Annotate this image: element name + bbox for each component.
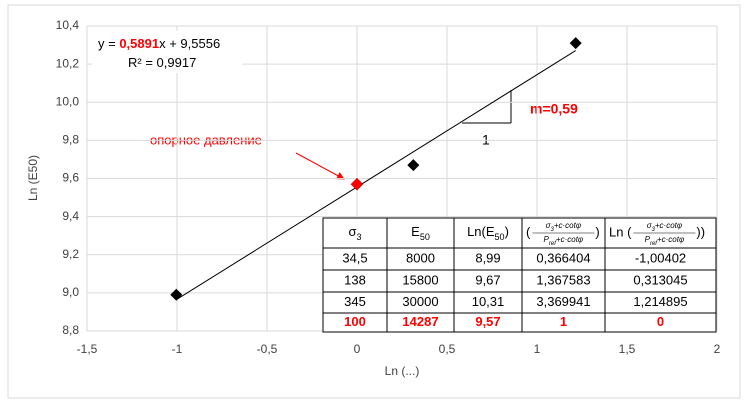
fraction-denominator: Pref+c·cotφ xyxy=(544,235,584,246)
table-cell: 9,67 xyxy=(475,272,500,287)
table-cell: 1,214895 xyxy=(633,294,687,309)
table-cell: 0,366404 xyxy=(536,250,590,265)
table-header: σ3 xyxy=(348,224,361,242)
text-sub: ref xyxy=(549,241,557,247)
text-part: σ xyxy=(647,221,653,230)
point xyxy=(569,37,582,50)
table-cell: 3,369941 xyxy=(536,294,590,309)
trendline-equation: y = 0,5891x + 9,5556 xyxy=(98,36,220,51)
x-axis-title: Ln (...) xyxy=(385,364,420,378)
text-part: Ln(E xyxy=(467,224,495,239)
table-cell: 10,31 xyxy=(472,294,505,309)
fraction-numerator: σ3+c·cotφ xyxy=(546,221,581,232)
text-sub: 50 xyxy=(420,232,430,242)
text-sub: 3 xyxy=(652,227,656,233)
y-tick-label: 9,8 xyxy=(62,133,79,147)
y-tick-label: 9,6 xyxy=(62,171,79,185)
table-cell: 14287 xyxy=(402,314,438,329)
y-tick-label: 9,0 xyxy=(62,285,79,299)
slope-run-label: 1 xyxy=(482,132,490,148)
y-tick-label: 10,2 xyxy=(56,56,80,70)
x-tick-label: -1,5 xyxy=(77,342,98,356)
table-cell: 1 xyxy=(560,314,567,329)
table-cell: -1,00402 xyxy=(635,250,686,265)
table-cell: 15800 xyxy=(402,272,438,287)
table-cell: 30000 xyxy=(402,294,438,309)
text-part: σ xyxy=(546,221,552,230)
y-tick-label: 10,4 xyxy=(56,18,80,32)
x-tick-label: 0 xyxy=(354,342,361,356)
text-part: P xyxy=(645,235,651,244)
text-sub: 3 xyxy=(550,227,554,233)
x-tick-label: 0,5 xyxy=(439,342,456,356)
trendline-r2: R² = 0,9917 xyxy=(128,55,196,70)
text-part: ) xyxy=(505,224,509,239)
y-tick-label: 9,4 xyxy=(62,209,79,223)
point xyxy=(407,159,420,172)
table-cell: 0 xyxy=(657,314,664,329)
x-tick-label: 1 xyxy=(534,342,541,356)
table-cell: 9,57 xyxy=(475,314,500,329)
slope-label: m=0,59 xyxy=(530,101,578,117)
fraction-denominator: Pref+c·cotφ xyxy=(645,235,685,246)
table-cell: 1,367583 xyxy=(536,272,590,287)
fraction-numerator: σ3+c·cotφ xyxy=(647,221,682,232)
point xyxy=(170,288,183,301)
equation-part: x + xyxy=(159,36,180,51)
r2-value: 0,9917 xyxy=(157,55,197,70)
equation-slope: 0,5891 xyxy=(119,36,159,51)
point xyxy=(350,177,364,191)
text-part: +c·cotφ xyxy=(657,235,684,244)
y-axis-title: Ln (E50) xyxy=(26,155,40,201)
text-sub: 3 xyxy=(357,232,362,242)
x-tick-label: -0,5 xyxy=(257,342,278,356)
y-tick-label: 9,2 xyxy=(62,247,79,261)
reference-arrow xyxy=(295,152,345,180)
table-cell: 345 xyxy=(344,294,366,309)
table-cell: 8,99 xyxy=(475,250,500,265)
x-tick-label: 2 xyxy=(714,342,721,356)
equation-part: y = xyxy=(98,36,119,51)
r2-prefix: R² = xyxy=(128,55,157,70)
trendline xyxy=(176,50,576,301)
equation-intercept: 9,5556 xyxy=(180,36,220,51)
table-header: Ln(E50) xyxy=(467,224,509,242)
text-part: +c·cotφ xyxy=(556,235,583,244)
x-tick-label: 1,5 xyxy=(619,342,636,356)
table-header: )) xyxy=(696,224,705,239)
text-part: +c·cotφ xyxy=(655,221,682,230)
x-tick-label: -1 xyxy=(172,342,183,356)
text-sub: 50 xyxy=(495,232,505,242)
table-header: ( xyxy=(526,224,531,239)
equation-box xyxy=(92,31,242,73)
table-header: E50 xyxy=(411,224,430,242)
table-cell: 8000 xyxy=(406,250,435,265)
table-header: ) xyxy=(595,224,599,239)
text-part: P xyxy=(544,235,550,244)
text-sub: ref xyxy=(650,241,658,247)
text-part: E xyxy=(411,224,420,239)
table-header: Ln ( xyxy=(609,224,632,239)
table-cell: 100 xyxy=(344,314,366,329)
table-cell: 34,5 xyxy=(342,250,367,265)
table-cell: 138 xyxy=(344,272,366,287)
text-part: +c·cotφ xyxy=(554,221,581,230)
y-tick-label: 8,8 xyxy=(62,323,79,337)
table-cell: 0,313045 xyxy=(633,272,687,287)
y-tick-label: 10,0 xyxy=(56,94,80,108)
text-part: σ xyxy=(348,224,356,239)
